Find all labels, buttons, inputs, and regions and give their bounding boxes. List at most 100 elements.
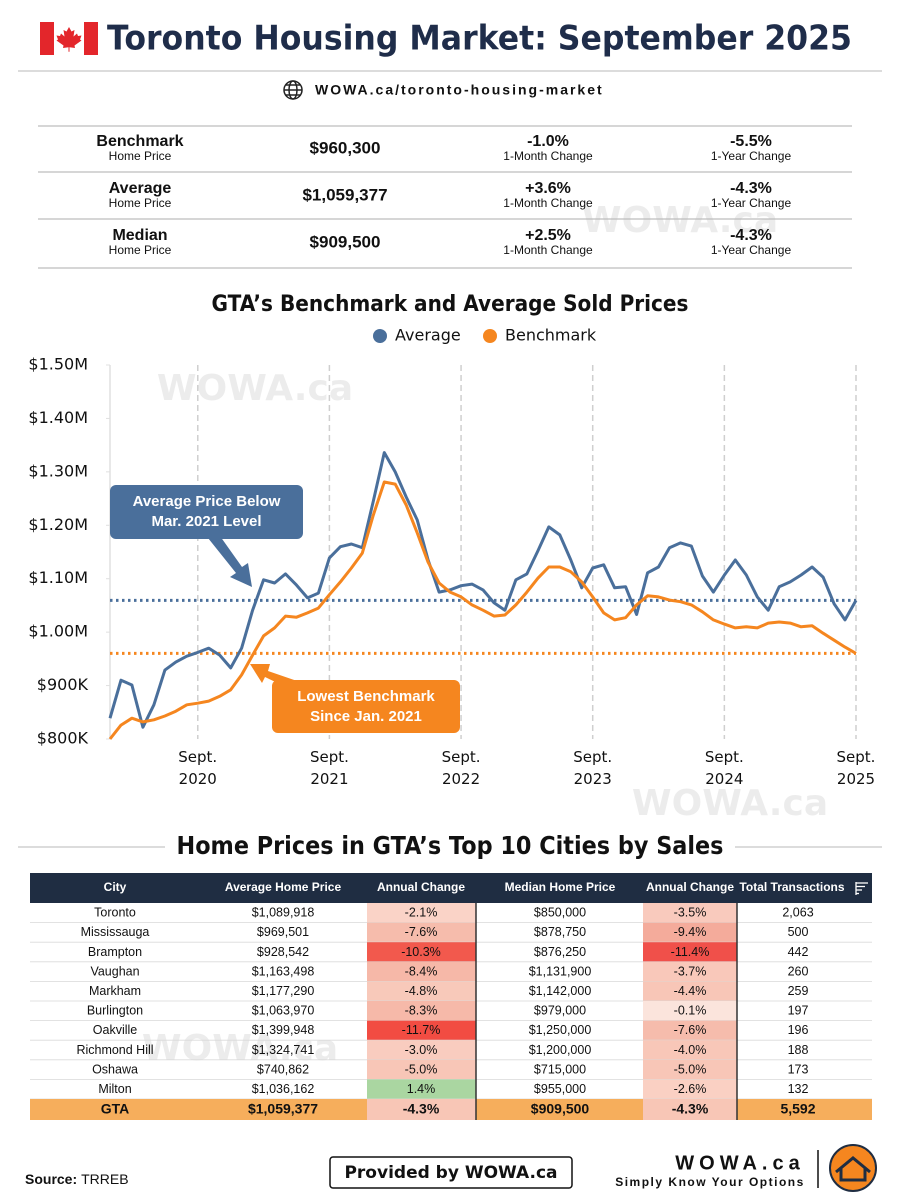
x-tick-label: Sept. 2024 [704, 748, 744, 788]
annotation-box [110, 485, 303, 539]
table-cell: $1,036,162 [252, 1082, 315, 1096]
column-header: City [104, 880, 127, 894]
table-cell: -3.7% [674, 964, 707, 978]
table-cell: Oshawa [92, 1062, 138, 1076]
annotation-text: Mar. 2021 Level [151, 513, 261, 530]
table-title: Home Prices in GTA’s Top 10 Cities by Sa… [177, 831, 724, 860]
page-title: Toronto Housing Market: September 2025 [107, 19, 852, 59]
y-tick-label: $1.20M [28, 515, 88, 534]
change-cell [643, 1099, 737, 1120]
x-tick-label: Sept. 2021 [309, 748, 349, 788]
brand: WOWA.ca [675, 1152, 804, 1174]
table-cell: -8.4% [405, 964, 438, 978]
change-cell [643, 1040, 737, 1060]
change-cell [367, 1079, 476, 1099]
table-cell: $715,000 [534, 1062, 586, 1076]
change-cell [367, 981, 476, 1001]
table-cell: $979,000 [534, 1004, 586, 1018]
table-cell: -7.6% [674, 1023, 707, 1037]
table-cell: $1,142,000 [529, 984, 592, 998]
table-cell: $876,250 [534, 945, 586, 959]
table-cell: 188 [788, 1043, 809, 1057]
source-value: TRREB [81, 1171, 128, 1187]
table-cell: -4.4% [674, 984, 707, 998]
change-cell [643, 942, 737, 962]
legend-swatch [483, 329, 497, 343]
provided-by: Provided by WOWA.ca [344, 1163, 557, 1183]
source-label: Source: [25, 1171, 77, 1187]
table-cell: -4.0% [674, 1043, 707, 1057]
change-cell [367, 1020, 476, 1041]
annotation-text: Since Jan. 2021 [310, 708, 422, 725]
globe-icon [283, 80, 303, 100]
legend-swatch [373, 329, 387, 343]
table-cell: 442 [788, 945, 809, 959]
table-cell: -3.0% [405, 1043, 438, 1057]
table-cell: -7.6% [405, 925, 438, 939]
table-cell: $1,250,000 [529, 1023, 592, 1037]
table-cell: 5,592 [780, 1101, 815, 1117]
metric-sublabel: Home Price [109, 243, 172, 257]
change-cell [643, 903, 737, 923]
table-cell: -0.1% [674, 1004, 707, 1018]
x-tick-label: Sept. 2023 [573, 748, 613, 788]
table-cell: GTA [101, 1101, 130, 1117]
table-cell: 259 [788, 984, 809, 998]
table-cell: Vaughan [90, 964, 139, 978]
table-cell: -10.3% [401, 945, 441, 959]
column-header: Average Home Price [225, 880, 342, 894]
year-change: -4.3% [730, 180, 772, 197]
table-cell: -5.0% [674, 1062, 707, 1076]
year-change: -5.5% [730, 133, 772, 150]
table-cell: $928,542 [257, 945, 309, 959]
month-change-label: 1-Month Change [503, 196, 593, 210]
watermark: WOWA.ca [582, 200, 778, 241]
annotation-arrow [208, 536, 252, 587]
year-change-label: 1-Year Change [711, 196, 792, 210]
metric-price: $1,059,377 [302, 185, 387, 204]
table-cell: -3.5% [674, 906, 707, 920]
table-cell: -4.8% [405, 984, 438, 998]
change-cell [367, 922, 476, 943]
table-cell: $1,324,741 [252, 1043, 315, 1057]
month-change-label: 1-Month Change [503, 149, 593, 163]
year-change-label: 1-Year Change [711, 149, 792, 163]
change-cell [643, 981, 737, 1001]
table-cell: $909,500 [531, 1101, 590, 1117]
table-cell: Mississauga [81, 925, 150, 939]
canada-flag [40, 22, 98, 55]
y-tick-label: $1.40M [28, 408, 88, 427]
month-change: +2.5% [525, 227, 571, 244]
table-cell: 260 [788, 964, 809, 978]
table-cell: -4.3% [403, 1101, 440, 1117]
provided-box [329, 1156, 573, 1189]
table-cell: 196 [788, 1023, 809, 1037]
table-cell: $969,501 [257, 925, 309, 939]
metric-price: $909,500 [310, 232, 381, 251]
change-cell [643, 1001, 737, 1021]
tagline: Simply Know Your Options [615, 1175, 805, 1189]
annotation-text: Average Price Below [133, 493, 281, 510]
table-cell: $1,399,948 [252, 1023, 315, 1037]
y-tick-label: $800K [37, 729, 89, 748]
table-cell: $1,089,918 [252, 906, 315, 920]
watermark: WOWA.ca [632, 783, 828, 824]
table-cell: Richmond Hill [76, 1043, 153, 1057]
metric-label: Benchmark [96, 133, 183, 150]
y-tick-label: $1.10M [28, 568, 88, 587]
table-cell: Burlington [87, 1004, 143, 1018]
table-cell: Markham [89, 984, 141, 998]
table-cell: 173 [788, 1062, 809, 1076]
column-header: Median Home Price [505, 880, 616, 894]
table-cell: -9.4% [674, 925, 707, 939]
table-cell: -5.0% [405, 1062, 438, 1076]
change-cell [643, 1020, 737, 1041]
table-cell: -11.7% [402, 1023, 441, 1037]
table-cell: 500 [788, 925, 809, 939]
change-cell [367, 1099, 476, 1120]
metric-price: $960,300 [310, 138, 381, 157]
table-cell: $850,000 [534, 906, 586, 920]
series-line [108, 451, 858, 729]
table-cell: Toronto [94, 906, 136, 920]
